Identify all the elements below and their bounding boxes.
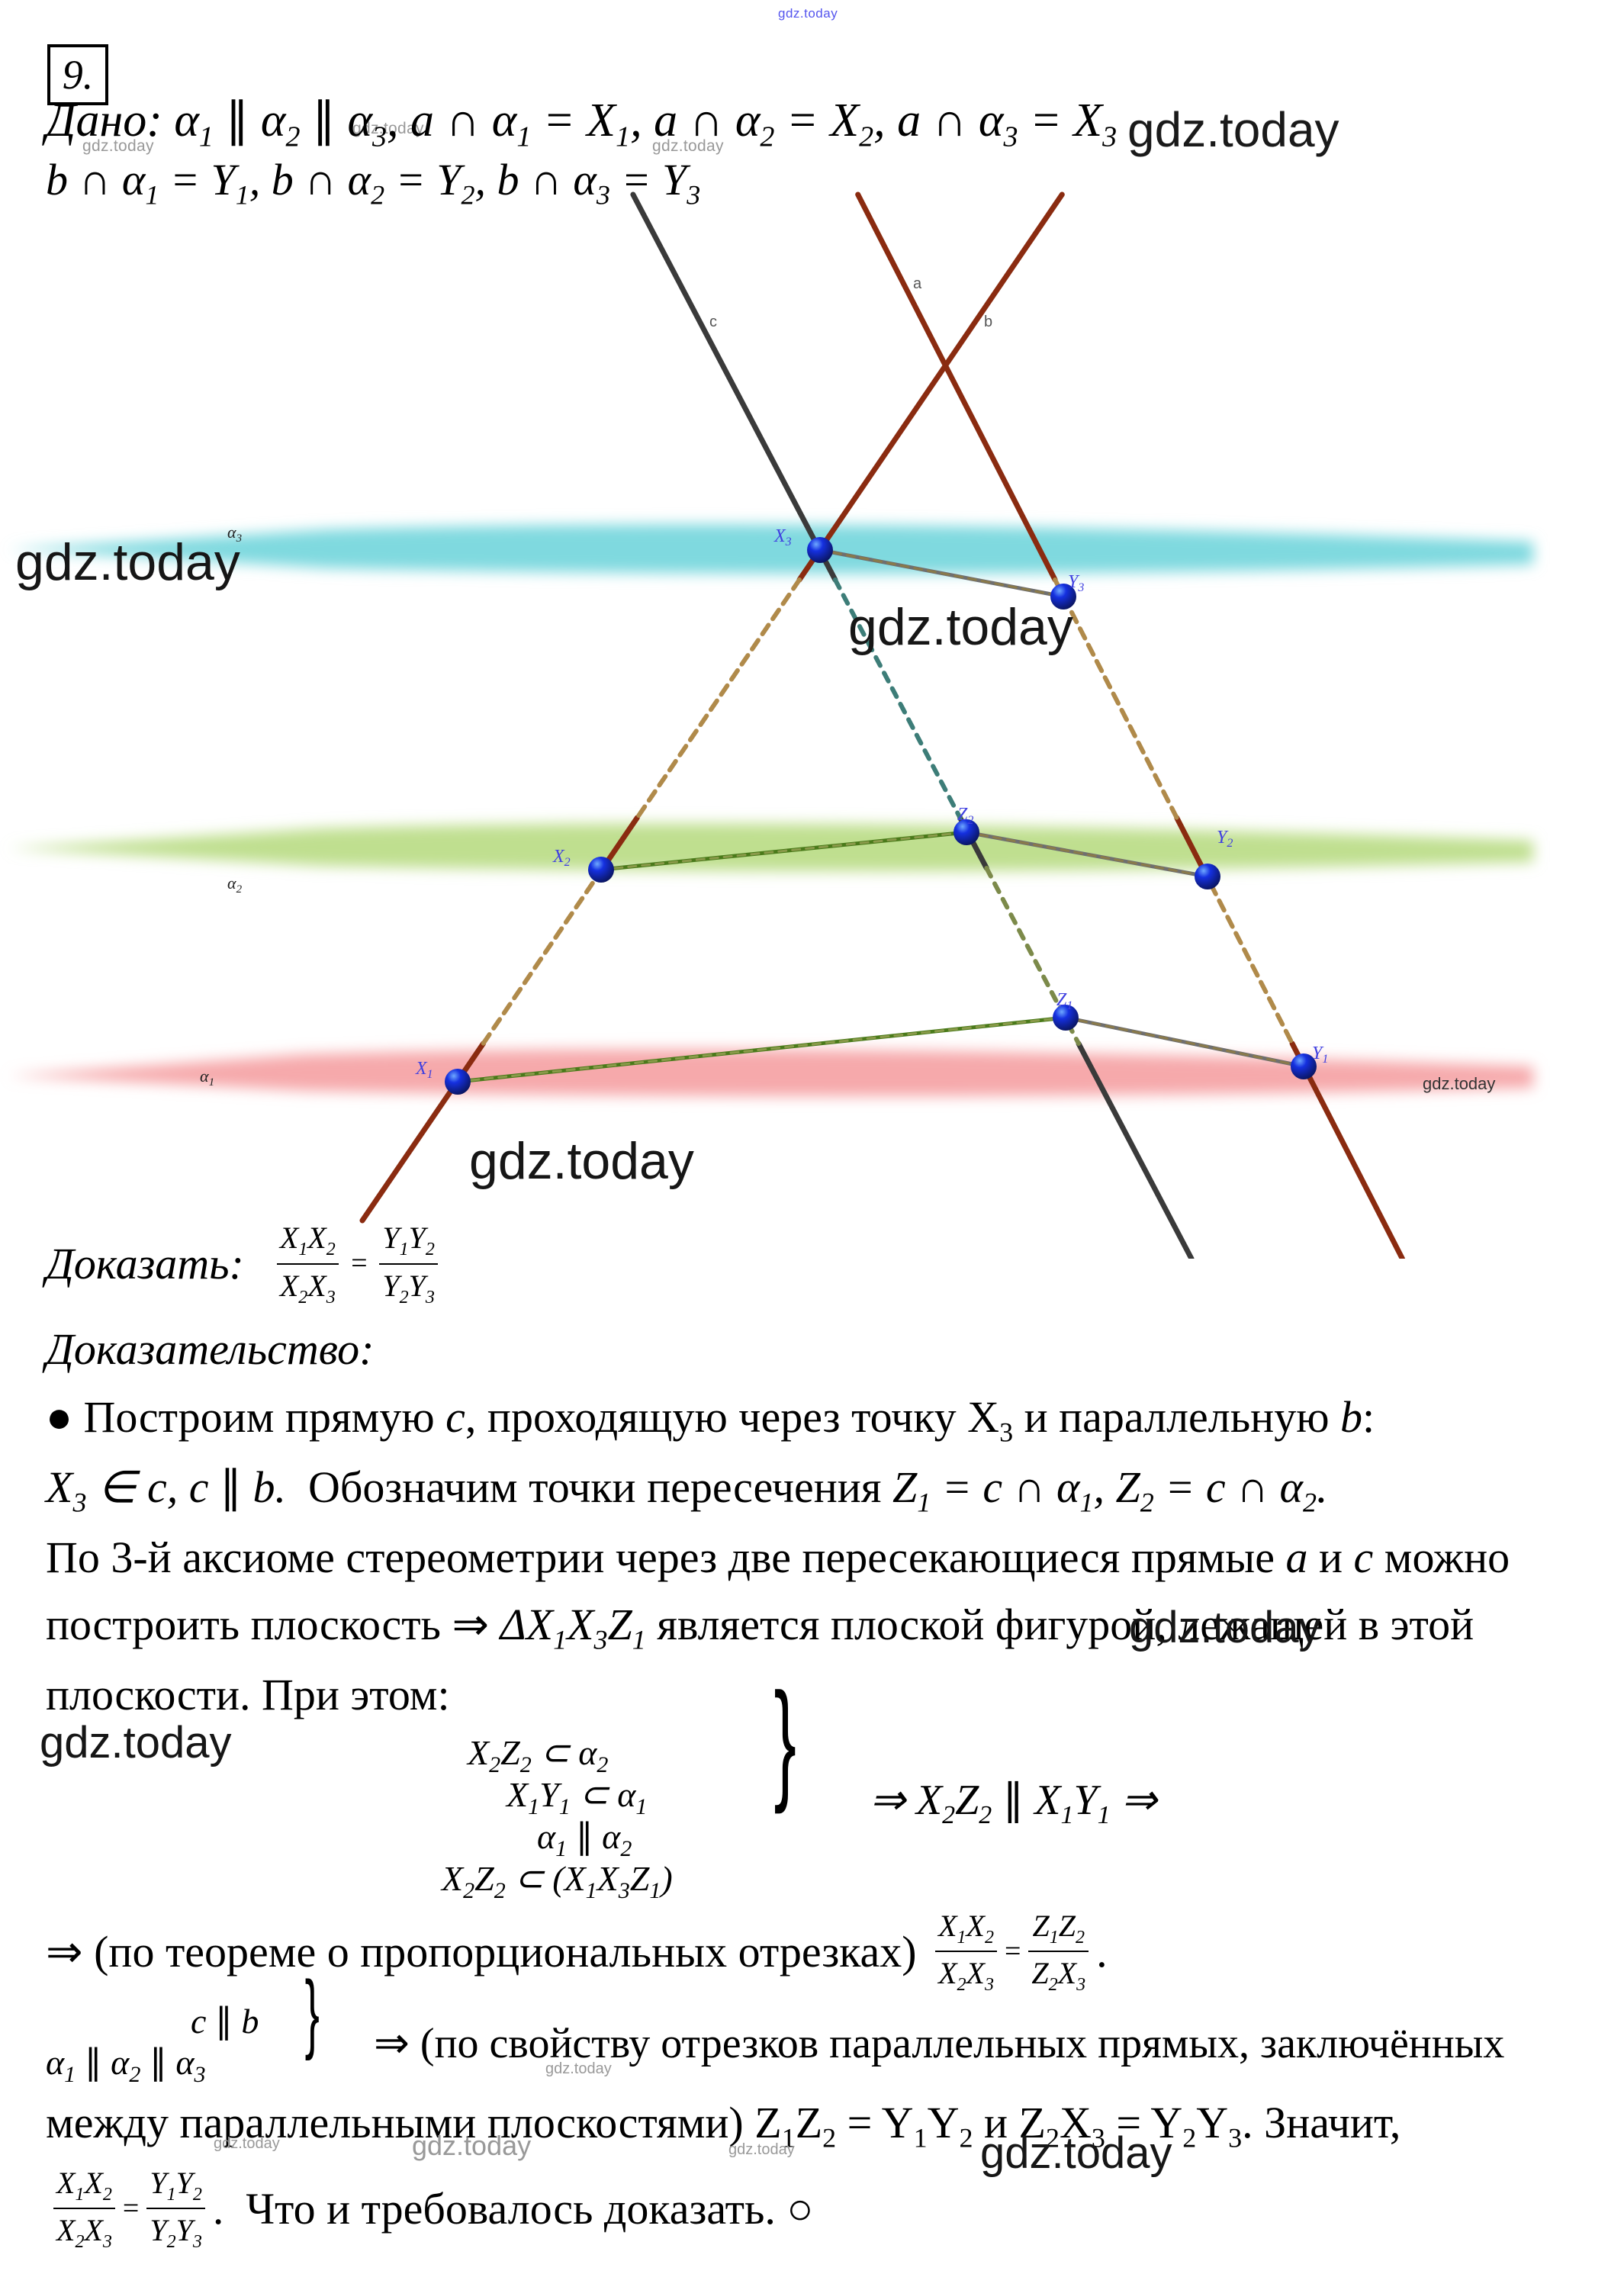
svg-text:gdz.today: gdz.today <box>15 533 240 591</box>
svg-text:gdz.today: gdz.today <box>469 1132 694 1190</box>
svg-text:Y2: Y2 <box>1217 828 1233 850</box>
svg-text:Y1: Y1 <box>1312 1044 1328 1066</box>
svg-text:gdz.today: gdz.today <box>1423 1074 1495 1093</box>
svg-text:b: b <box>984 314 992 330</box>
svg-text:a: a <box>913 275 922 292</box>
svg-text:α2: α2 <box>227 873 243 896</box>
svg-text:Y3: Y3 <box>1068 572 1084 594</box>
svg-text:c: c <box>709 314 717 330</box>
svg-text:gdz.today: gdz.today <box>848 598 1073 656</box>
svg-text:Z2: Z2 <box>957 805 973 827</box>
svg-text:Z1: Z1 <box>1056 990 1072 1012</box>
